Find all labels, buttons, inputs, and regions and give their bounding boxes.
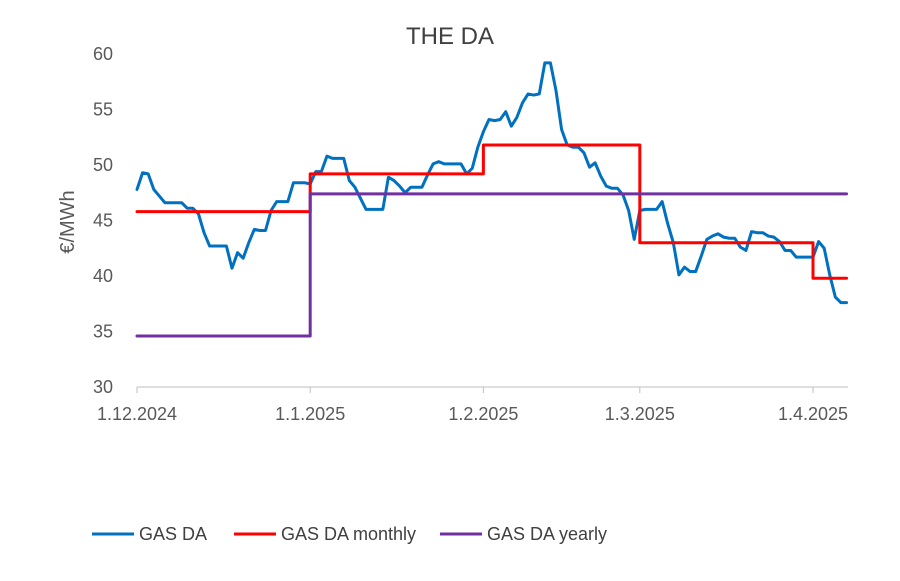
y-axis-ticks: 30 35 40 45 50 55 60 (93, 44, 113, 397)
legend-label-gas-da-yearly: GAS DA yearly (487, 524, 607, 544)
x-tick-label: 1.4.2025 (778, 404, 848, 424)
y-tick-label: 30 (93, 377, 113, 397)
y-tick-label: 40 (93, 266, 113, 286)
x-tick-label: 1.2.2025 (448, 404, 518, 424)
x-axis: 1.12.2024 1.1.2025 1.2.2025 1.3.2025 1.4.202… (97, 386, 848, 424)
legend-label-gas-da: GAS DA (139, 524, 207, 544)
y-axis-label: €/MWh (57, 190, 79, 253)
chart-title: THE DA (406, 23, 494, 50)
y-tick-label: 45 (93, 211, 113, 231)
series-line-gas-da-yearly (135, 192, 849, 338)
series-layer (135, 61, 849, 338)
legend: GAS DA GAS DA monthly GAS DA yearly (92, 524, 607, 544)
y-tick-label: 60 (93, 44, 113, 64)
y-tick-label: 55 (93, 100, 113, 120)
x-tick-label: 1.1.2025 (275, 404, 345, 424)
y-tick-label: 50 (93, 155, 113, 175)
x-tick-label: 1.3.2025 (605, 404, 675, 424)
series-line-gas-da (135, 61, 849, 305)
y-tick-label: 35 (93, 322, 113, 342)
x-tick-label: 1.12.2024 (97, 404, 177, 424)
legend-label-gas-da-monthly: GAS DA monthly (281, 524, 416, 544)
